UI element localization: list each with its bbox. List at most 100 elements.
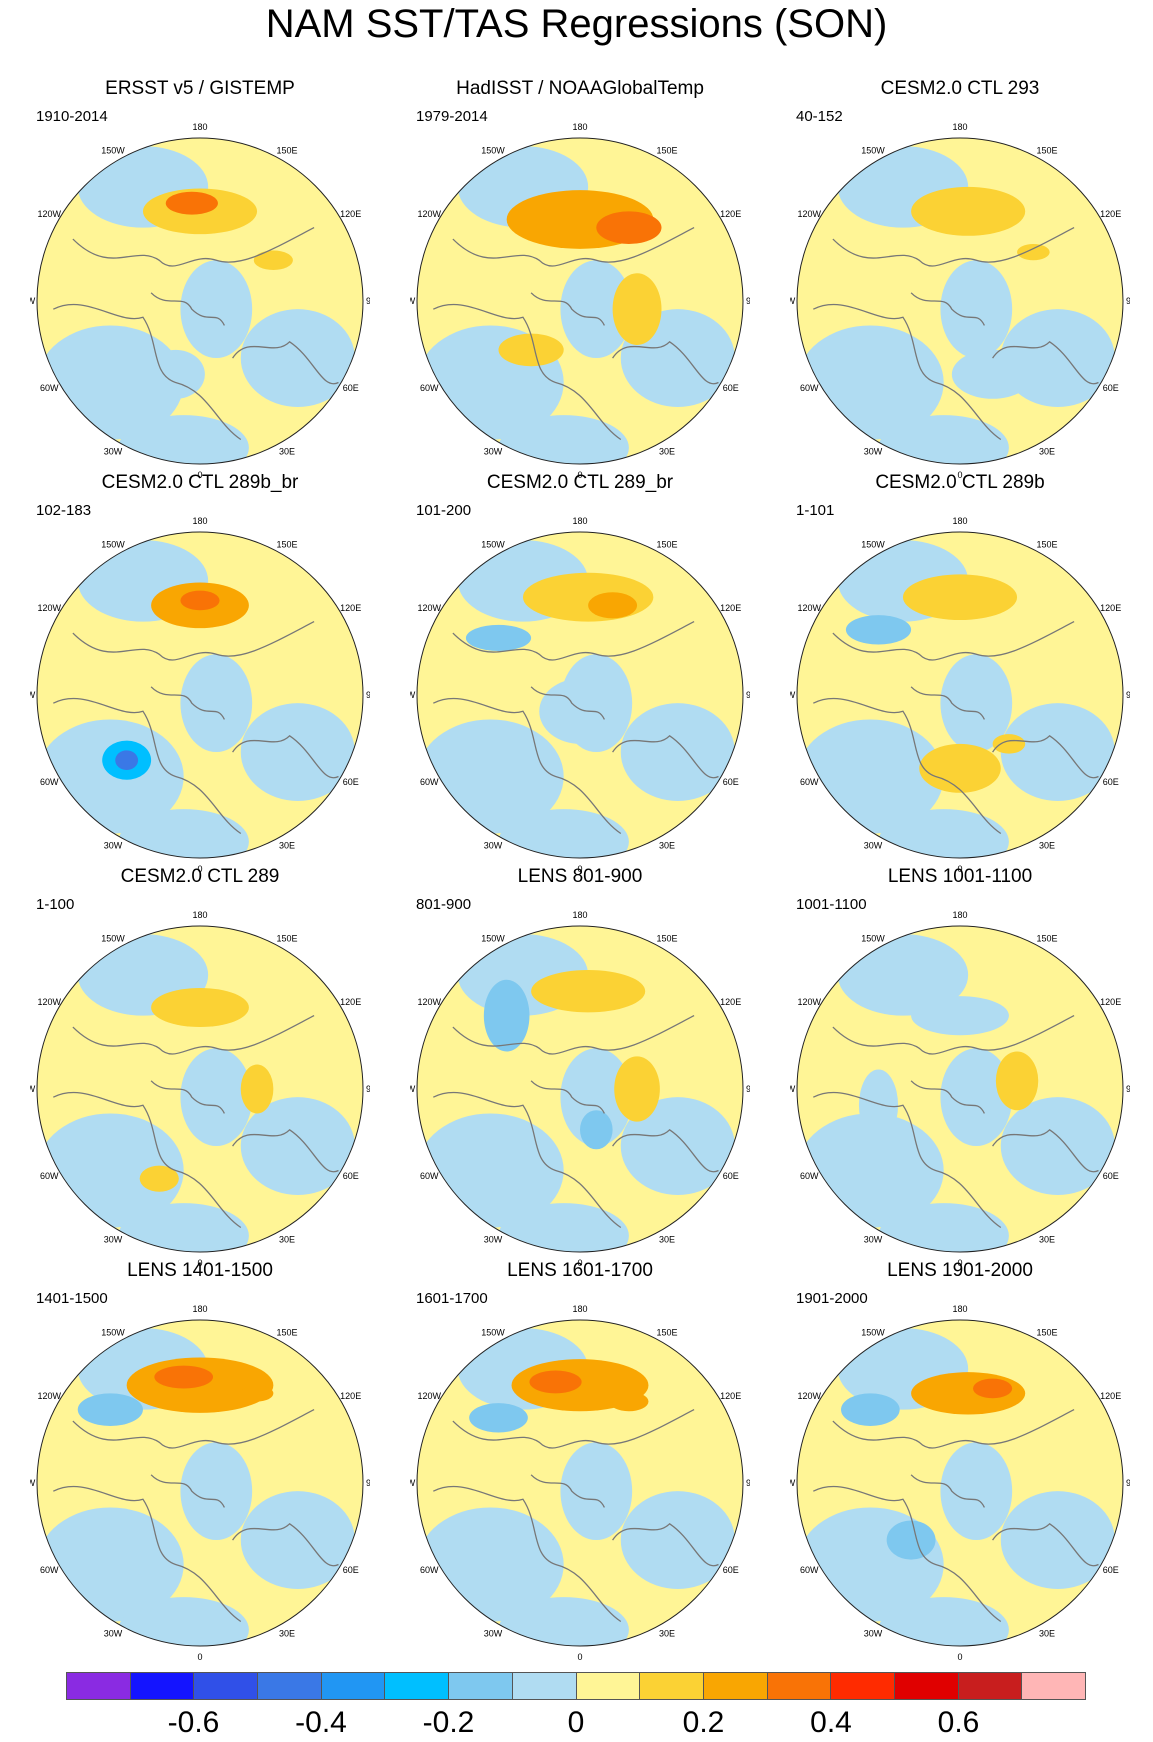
polar-map: 180 150E 120E 90E 60E 30E 0 30W 60W 90W 120W 150W — [410, 516, 750, 874]
longitude-label: 30E — [659, 447, 675, 457]
longitude-label: 60E — [1103, 777, 1119, 787]
colorbar-swatch — [1022, 1673, 1085, 1699]
longitude-label: 30W — [104, 447, 123, 457]
anomaly-region — [522, 572, 654, 622]
negative-anomaly-region — [560, 1048, 633, 1147]
longitude-label: 120W — [418, 209, 442, 219]
map-panel: HadISST / NOAAGlobalTemp 180 150E 120E 90E 60… — [410, 78, 750, 480]
panel-period: 1-101 — [796, 502, 835, 519]
panel-period: 1401-1500 — [36, 1290, 108, 1307]
colorbar-swatch — [194, 1673, 259, 1699]
coastline — [72, 1015, 315, 1055]
anomaly-region — [531, 970, 646, 1013]
longitude-label: 150W — [861, 933, 885, 943]
longitude-label: 0 — [197, 470, 202, 480]
longitude-label: 120E — [1100, 997, 1121, 1007]
coastline — [832, 1409, 1075, 1449]
longitude-label: 150E — [1036, 1327, 1057, 1337]
map-panel: CESM2.0 CTL 289b 180 150E 120E 90E 60E 30E 0 30W… — [790, 472, 1130, 874]
longitude-label: 90E — [1126, 1478, 1130, 1488]
coastline — [832, 1015, 1075, 1055]
longitude-label: 120E — [720, 997, 741, 1007]
longitude-label: 0 — [577, 1258, 582, 1268]
anomaly-region — [253, 250, 293, 271]
negative-anomaly-region — [620, 1491, 735, 1589]
longitude-label: 30W — [104, 1629, 123, 1639]
coastline — [530, 1080, 605, 1114]
negative-anomaly-region — [1000, 703, 1115, 801]
coastline — [910, 292, 985, 326]
panel-title: LENS 1601-1700 — [507, 1260, 653, 1281]
panel-title: CESM2.0 CTL 289 — [120, 866, 280, 887]
longitude-label: 150W — [481, 145, 505, 155]
coastline — [72, 621, 315, 661]
longitude-label: 90E — [366, 1478, 370, 1488]
longitude-label: 120E — [340, 603, 361, 613]
longitude-label: 120E — [340, 997, 361, 1007]
anomaly-region — [580, 1110, 613, 1150]
panel-title: CESM2.0 CTL 289b — [875, 472, 1045, 493]
anomaly-region — [858, 1069, 899, 1142]
map-border — [36, 925, 364, 1253]
longitude-label: 0 — [577, 1652, 582, 1662]
longitude-label: 30W — [484, 1235, 503, 1245]
anomaly-region — [845, 615, 912, 645]
coastline — [433, 697, 622, 835]
anomaly-region — [951, 349, 1034, 399]
coastline — [150, 1474, 225, 1508]
panel-title: LENS 1001-1100 — [887, 866, 1033, 887]
panel-period: 801-900 — [416, 896, 472, 913]
map-border — [36, 1319, 364, 1647]
coastline — [992, 1128, 1099, 1173]
longitude-label: 30W — [104, 1235, 123, 1245]
coastline — [992, 340, 1099, 385]
longitude-label: 180 — [952, 516, 967, 526]
colorbar-swatch — [767, 1673, 832, 1699]
coastline — [910, 1474, 985, 1508]
coastline — [232, 1128, 339, 1173]
negative-anomaly-region — [180, 1442, 253, 1541]
coastline — [992, 734, 1099, 779]
panel-title: ERSST v5 / GISTEMP — [105, 78, 295, 99]
colorbar-tick-label: -0.6 — [167, 1706, 220, 1739]
polar-map: 180 150E 120E 90E 60E 30E 0 30W 60W 90W 120W 150W — [30, 910, 370, 1268]
longitude-label: 90W — [410, 1478, 416, 1488]
longitude-label: 150W — [101, 1327, 125, 1337]
map-border — [36, 531, 364, 859]
anomaly-region — [609, 1391, 649, 1412]
longitude-label: 0 — [197, 1258, 202, 1268]
longitude-label: 150E — [1036, 933, 1057, 943]
coastline — [232, 1522, 339, 1567]
longitude-label: 60E — [1103, 1565, 1119, 1575]
panel-title: CESM2.0 CTL 293 — [880, 78, 1040, 99]
longitude-label: 60W — [420, 1171, 439, 1181]
longitude-label: 30E — [1039, 1629, 1055, 1639]
anomaly-region — [995, 1051, 1039, 1111]
negative-anomaly-region — [1000, 1097, 1115, 1195]
negative-anomaly-region — [878, 1597, 1009, 1646]
figure-title: NAM SST/TAS Regressions (SON) — [265, 2, 888, 46]
longitude-label: 90E — [746, 1478, 750, 1488]
longitude-label: 150W — [101, 539, 125, 549]
negative-anomaly-region — [240, 703, 355, 801]
longitude-label: 120W — [418, 603, 442, 613]
coastline — [232, 734, 339, 779]
map-border — [36, 137, 364, 465]
coastline — [612, 734, 719, 779]
map-border — [796, 531, 1124, 859]
negative-anomaly-region — [118, 809, 249, 858]
longitude-label: 90E — [366, 296, 370, 306]
anomaly-region — [588, 592, 638, 619]
longitude-label: 90W — [410, 1084, 416, 1094]
negative-anomaly-region — [940, 260, 1013, 359]
coastline — [530, 686, 605, 720]
coastline — [232, 340, 339, 385]
negative-anomaly-region — [837, 934, 969, 1016]
longitude-label: 90W — [30, 296, 36, 306]
longitude-label: 120W — [798, 997, 822, 1007]
polar-map: 180 150E 120E 90E 60E 30E 0 30W 60W 90W 120W 150W — [410, 122, 750, 480]
anomaly-region — [180, 590, 220, 611]
longitude-label: 150W — [861, 145, 885, 155]
panel-period: 1901-2000 — [796, 1290, 868, 1307]
coastline — [910, 1080, 985, 1114]
